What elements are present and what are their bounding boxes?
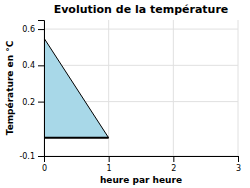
grid <box>44 20 238 156</box>
tick-label: 0 <box>42 164 47 173</box>
title: Evolution de la température <box>54 3 229 16</box>
tick-label: 0.4 <box>22 61 35 70</box>
tick-mark <box>38 102 44 103</box>
line <box>44 38 109 138</box>
tick: 0.4 <box>22 61 44 70</box>
tick-label: 0.2 <box>22 98 35 107</box>
tick-label: 0.6 <box>22 25 35 34</box>
tick: 3 <box>236 156 241 173</box>
y-axis: -0.1 0.2 0.4 0.6 <box>19 21 44 162</box>
plot: 0 1 2 3 -0.1 0.2 0.4 0.6 <box>19 20 241 173</box>
tick: 0.2 <box>22 98 44 107</box>
tick-mark <box>38 29 44 30</box>
tick: 0 <box>42 156 47 173</box>
x-axis-title: heure par heure <box>100 175 182 185</box>
tick: 0.6 <box>22 25 44 34</box>
grid-line <box>44 65 238 66</box>
grid-line <box>108 20 109 156</box>
area <box>44 38 109 138</box>
tick-mark <box>109 156 110 162</box>
baseline <box>44 137 109 139</box>
tick-label: 2 <box>171 164 176 173</box>
y-axis-title: Température en °C <box>5 40 15 135</box>
axis-line <box>38 21 45 157</box>
grid-line <box>173 20 174 156</box>
tick-label: 3 <box>236 164 241 173</box>
tick: -0.1 <box>19 152 44 161</box>
grid-line <box>238 20 239 156</box>
x-axis: 0 1 2 3 <box>42 156 241 173</box>
grid-line <box>44 29 238 30</box>
chart: 0 1 2 3 -0.1 0.2 0.4 0.6 Evolution de la tempéra… <box>0 0 250 188</box>
tick-mark <box>173 156 174 162</box>
tick: 2 <box>171 156 176 173</box>
tick-mark <box>238 156 239 162</box>
tick: 1 <box>107 156 112 173</box>
tick-label: 1 <box>107 164 112 173</box>
tick-label: -0.1 <box>19 152 35 161</box>
axis-line <box>45 157 239 163</box>
tick-mark <box>38 65 44 66</box>
tick-mark <box>38 156 44 157</box>
marks <box>44 38 109 138</box>
